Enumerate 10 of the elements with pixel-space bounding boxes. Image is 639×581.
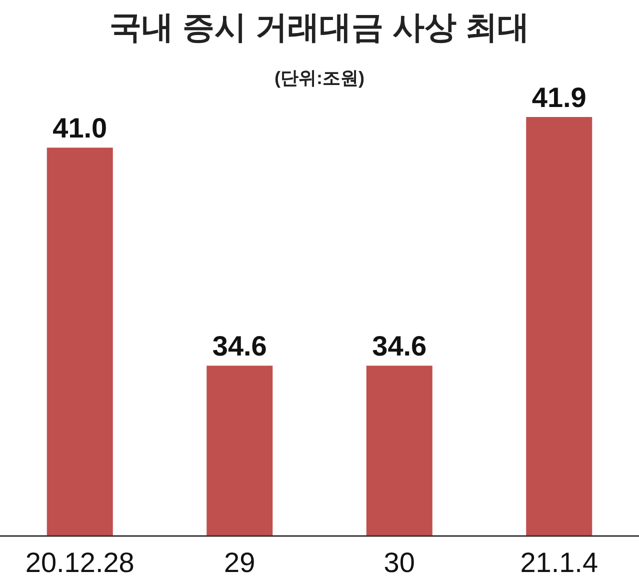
data-label: 41.0 xyxy=(52,112,108,144)
data-label: 34.6 xyxy=(212,330,267,362)
x-tick-label: 30 xyxy=(384,547,415,578)
data-label: 34.6 xyxy=(372,330,427,362)
x-tick-label: 29 xyxy=(224,547,256,578)
x-tick-label: 21.1.4 xyxy=(520,547,598,578)
data-label: 41.9 xyxy=(532,82,586,113)
chart-subtitle: (단위:조원) xyxy=(274,68,364,88)
x-tick-label: 20.12.28 xyxy=(25,547,134,578)
chart-title: 국내 증시 거래대금 사상 최대 xyxy=(110,9,530,45)
